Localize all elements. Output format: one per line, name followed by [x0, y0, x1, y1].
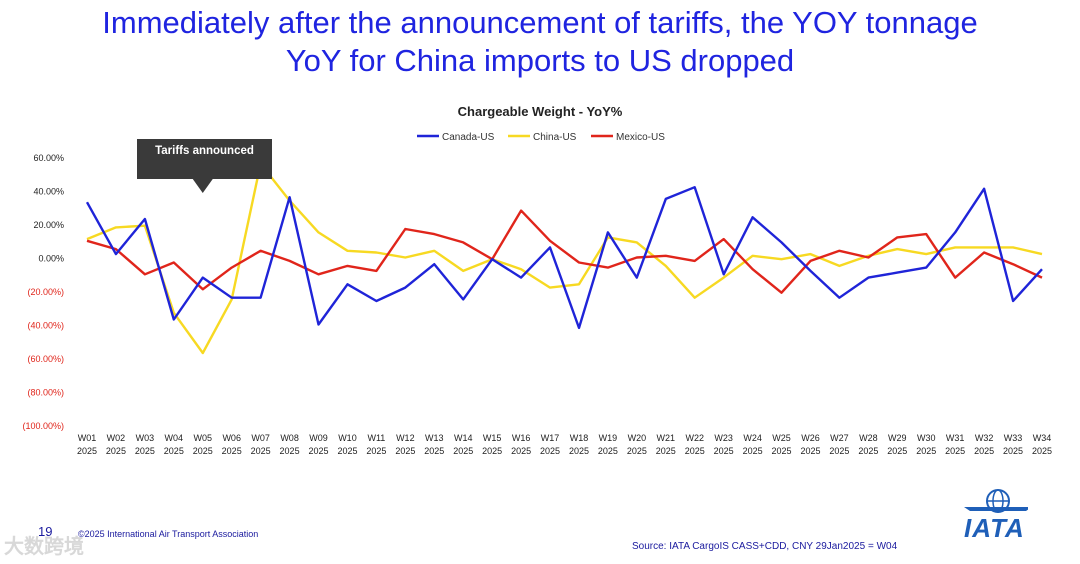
x-tick-year: 2025	[366, 446, 386, 456]
x-tick-label: W02	[107, 433, 126, 443]
x-tick-label: W27	[830, 433, 849, 443]
callout-box	[137, 139, 272, 193]
x-tick-label: W09	[309, 433, 328, 443]
x-tick-label: W12	[396, 433, 415, 443]
y-tick-label: 40.00%	[33, 187, 64, 197]
y-tick-label: 0.00%	[38, 254, 64, 264]
x-tick-year: 2025	[1032, 446, 1052, 456]
x-tick-year: 2025	[1003, 446, 1023, 456]
x-tick-label: W03	[136, 433, 155, 443]
y-tick-label: (80.00%)	[27, 388, 64, 398]
x-tick-label: W15	[483, 433, 502, 443]
x-tick-year: 2025	[511, 446, 531, 456]
x-tick-label: W21	[657, 433, 676, 443]
x-tick-year: 2025	[569, 446, 589, 456]
x-tick-label: W14	[454, 433, 473, 443]
x-tick-label: W25	[772, 433, 791, 443]
x-tick-year: 2025	[135, 446, 155, 456]
x-tick-label: W33	[1004, 433, 1023, 443]
source-note: Source: IATA CargoIS CASS+CDD, CNY 29Jan…	[632, 541, 898, 552]
x-tick-label: W34	[1033, 433, 1052, 443]
x-tick-label: W30	[917, 433, 936, 443]
x-tick-label: W18	[570, 433, 589, 443]
x-tick-label: W29	[888, 433, 907, 443]
x-tick-year: 2025	[829, 446, 849, 456]
y-tick-label: 20.00%	[33, 220, 64, 230]
x-tick-label: W23	[714, 433, 733, 443]
x-tick-year: 2025	[453, 446, 473, 456]
x-tick-label: W24	[743, 433, 762, 443]
x-tick-year: 2025	[164, 446, 184, 456]
x-tick-year: 2025	[77, 446, 97, 456]
x-tick-label: W32	[975, 433, 994, 443]
x-tick-year: 2025	[858, 446, 878, 456]
x-tick-label: W01	[78, 433, 97, 443]
x-tick-year: 2025	[656, 446, 676, 456]
x-tick-year: 2025	[916, 446, 936, 456]
x-tick-label: W28	[859, 433, 878, 443]
x-tick-label: W11	[367, 433, 385, 443]
legend-label: Mexico-US	[616, 132, 665, 143]
x-tick-label: W26	[801, 433, 820, 443]
slide-headline: Immediately after the announcement of ta…	[0, 4, 1080, 80]
x-tick-label: W31	[946, 433, 965, 443]
chart-title: Chargeable Weight - YoY%	[458, 104, 623, 119]
page-number: 19	[38, 524, 53, 539]
x-tick-year: 2025	[222, 446, 242, 456]
x-tick-label: W05	[193, 433, 212, 443]
x-tick-year: 2025	[337, 446, 357, 456]
x-tick-label: W06	[222, 433, 241, 443]
x-tick-year: 2025	[482, 446, 502, 456]
x-tick-year: 2025	[395, 446, 415, 456]
x-tick-year: 2025	[714, 446, 734, 456]
series-line-canada-us	[85, 185, 1043, 330]
x-tick-year: 2025	[424, 446, 444, 456]
watermark: 大数跨境	[4, 536, 84, 558]
copyright-text: ©2025 International Air Transport Associ…	[78, 529, 259, 539]
iata-globe-icon	[964, 489, 1028, 513]
x-tick-label: W20	[628, 433, 647, 443]
legend-label: China-US	[533, 132, 577, 143]
y-tick-label: (40.00%)	[27, 321, 64, 331]
y-tick-label: 60.00%	[33, 153, 64, 163]
x-tick-year: 2025	[193, 446, 213, 456]
x-tick-label: W07	[251, 433, 270, 443]
x-tick-year: 2025	[598, 446, 618, 456]
x-tick-label: W10	[338, 433, 357, 443]
series-line-mexico-us	[86, 209, 1043, 294]
y-tick-label: (20.00%)	[27, 287, 64, 297]
y-tick-label: (60.00%)	[27, 354, 64, 364]
x-tick-year: 2025	[974, 446, 994, 456]
x-tick-label: W13	[425, 433, 444, 443]
x-tick-label: W08	[280, 433, 299, 443]
x-tick-year: 2025	[280, 446, 300, 456]
x-tick-year: 2025	[540, 446, 560, 456]
iata-logo-text: IATA	[964, 513, 1025, 543]
x-tick-year: 2025	[945, 446, 965, 456]
x-tick-year: 2025	[887, 446, 907, 456]
x-tick-label: W22	[685, 433, 704, 443]
callout-text: Tariffs announced	[155, 145, 254, 157]
x-tick-year: 2025	[685, 446, 705, 456]
x-tick-label: W16	[512, 433, 531, 443]
headline-line-1: Immediately after the announcement of ta…	[102, 5, 978, 40]
x-tick-year: 2025	[106, 446, 126, 456]
x-tick-year: 2025	[251, 446, 271, 456]
x-tick-label: W17	[541, 433, 560, 443]
x-tick-year: 2025	[743, 446, 763, 456]
series-line-china-us	[86, 162, 1043, 355]
x-tick-year: 2025	[308, 446, 328, 456]
legend-label: Canada-US	[442, 132, 495, 143]
x-tick-label: W19	[599, 433, 618, 443]
y-tick-label: (100.00%)	[22, 421, 64, 431]
headline-line-2: YoY for China imports to US dropped	[285, 43, 795, 78]
x-tick-year: 2025	[772, 446, 792, 456]
x-tick-year: 2025	[627, 446, 647, 456]
x-tick-year: 2025	[800, 446, 820, 456]
x-tick-label: W04	[165, 433, 184, 443]
